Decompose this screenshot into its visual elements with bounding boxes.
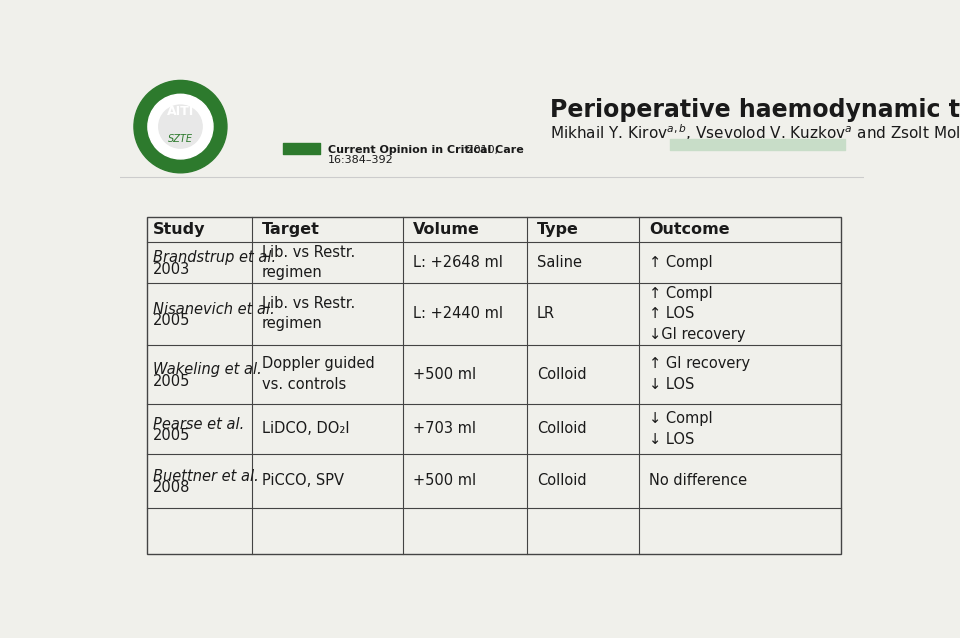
Text: Pearse et al.: Pearse et al. <box>154 417 245 432</box>
Text: Wakeling et al.: Wakeling et al. <box>154 362 262 377</box>
Text: Mikhail Y. Kirov$^{a,b}$, Vsevolod V. Kuzkov$^{a}$ and Zsolt Molnar$^{c}$: Mikhail Y. Kirov$^{a,b}$, Vsevolod V. Ku… <box>550 122 960 144</box>
Text: Brandstrup et al.: Brandstrup et al. <box>154 251 276 265</box>
Text: 2003: 2003 <box>154 262 191 277</box>
Text: L: +2440 ml: L: +2440 ml <box>413 306 503 321</box>
Text: Current Opinion in Critical Care: Current Opinion in Critical Care <box>327 145 523 155</box>
Text: Lib. vs Restr.
regimen: Lib. vs Restr. regimen <box>262 245 355 280</box>
Text: Study: Study <box>154 222 205 237</box>
Circle shape <box>158 105 203 148</box>
Text: LR: LR <box>537 306 555 321</box>
Text: Colloid: Colloid <box>537 473 587 488</box>
Text: +500 ml: +500 ml <box>413 473 476 488</box>
Text: +703 ml: +703 ml <box>413 421 476 436</box>
Text: Outcome: Outcome <box>649 222 730 237</box>
Text: Perioperative haemodynamic therapy: Perioperative haemodynamic therapy <box>550 98 960 122</box>
Text: 2010,: 2010, <box>464 145 498 155</box>
Text: No difference: No difference <box>649 473 748 488</box>
Text: PiCCO, SPV: PiCCO, SPV <box>262 473 344 488</box>
Circle shape <box>148 94 213 159</box>
Text: 16:384–392: 16:384–392 <box>327 155 394 165</box>
Text: Doppler guided
vs. controls: Doppler guided vs. controls <box>262 357 374 392</box>
Text: ↑ GI recovery
↓ LOS: ↑ GI recovery ↓ LOS <box>649 357 751 392</box>
Text: Target: Target <box>262 222 320 237</box>
Text: 2005: 2005 <box>154 374 191 389</box>
Text: +500 ml: +500 ml <box>413 367 476 382</box>
Text: AITI: AITI <box>167 105 194 117</box>
Text: 2005: 2005 <box>154 429 191 443</box>
Text: L: +2648 ml: L: +2648 ml <box>413 255 503 270</box>
Text: LiDCO, DO₂I: LiDCO, DO₂I <box>262 421 349 436</box>
Text: Colloid: Colloid <box>537 421 587 436</box>
Text: Type: Type <box>537 222 579 237</box>
Text: Nisanevich et al.: Nisanevich et al. <box>154 302 276 316</box>
Text: Buettner et al.: Buettner et al. <box>154 469 259 484</box>
Text: ↑ Compl: ↑ Compl <box>649 255 713 270</box>
Text: Lib. vs Restr.
regimen: Lib. vs Restr. regimen <box>262 296 355 331</box>
Text: Volume: Volume <box>413 222 480 237</box>
Text: 2008: 2008 <box>154 480 191 496</box>
Circle shape <box>134 80 227 173</box>
Text: SZTE: SZTE <box>168 134 193 144</box>
Text: ↓ Compl
↓ LOS: ↓ Compl ↓ LOS <box>649 411 713 447</box>
Text: 2005: 2005 <box>154 313 191 329</box>
Bar <box>147 218 841 554</box>
Text: Colloid: Colloid <box>537 367 587 382</box>
Text: Saline: Saline <box>537 255 582 270</box>
Text: ↑ Compl
↑ LOS
↓GI recovery: ↑ Compl ↑ LOS ↓GI recovery <box>649 286 746 341</box>
